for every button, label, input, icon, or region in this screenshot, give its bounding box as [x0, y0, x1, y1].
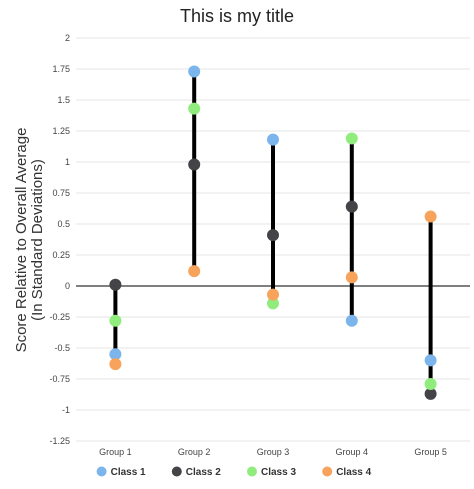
y-axis-label: Score Relative to Overall Average (In St…: [13, 128, 46, 353]
y-tick-label: 1.25: [52, 126, 70, 136]
x-tick-label: Group 5: [414, 447, 447, 457]
data-point: [424, 354, 437, 367]
data-point: [267, 229, 279, 242]
y-tick-label: 2: [65, 33, 70, 43]
y-tick-label: -0.5: [54, 343, 70, 353]
data-point: [188, 265, 201, 278]
y-tick-label: -1: [62, 405, 70, 415]
data-point: [424, 210, 437, 223]
y-tick-label: -0.25: [49, 312, 70, 322]
x-tick-label: Group 2: [178, 447, 211, 457]
data-point: [345, 271, 358, 284]
x-tick-label: Group 3: [257, 447, 290, 457]
data-point: [424, 377, 437, 390]
x-axis-ticks: Group 1 Group 2 Group 3 Group 4 Group 5: [99, 447, 447, 457]
legend-marker: [96, 466, 107, 477]
data-point: [267, 297, 279, 310]
y-tick-label: -1.25: [49, 436, 70, 446]
x-tick-label: Group 4: [336, 447, 369, 457]
data-point: [109, 278, 122, 291]
x-tick-label: Group 1: [99, 447, 132, 457]
legend-label: Class 1: [111, 467, 146, 478]
y-axis-ticks: 2 1.75 1.5 1.25 1 0.75 0.5 0.25 0 -0.25 -0.5 -0.75 -…: [49, 33, 70, 446]
y-tick-label: 0: [65, 281, 70, 291]
y-axis-label-line-2: (In Standard Deviations): [29, 159, 46, 321]
data-point: [345, 132, 358, 145]
data-point: [109, 348, 122, 361]
data-point: [424, 387, 437, 400]
data-points: [109, 65, 437, 400]
y-tick-label: 1.5: [57, 95, 70, 105]
legend-label: Class 3: [261, 467, 296, 478]
chart-title: This is my title: [180, 6, 294, 26]
data-point: [267, 288, 279, 301]
data-point: [188, 65, 201, 78]
y-axis-label-line-1: Score Relative to Overall Average: [13, 128, 30, 353]
data-point: [267, 133, 279, 146]
data-point: [109, 314, 122, 327]
y-tick-label: 0.5: [57, 219, 70, 229]
y-tick-label: -0.75: [49, 374, 70, 384]
y-tick-label: 0.75: [52, 188, 70, 198]
y-tick-label: 1.75: [52, 64, 70, 74]
data-point: [345, 200, 358, 213]
y-tick-label: 1: [65, 157, 70, 167]
legend: Class 1 Class 2 Class 3 Class 4: [96, 466, 372, 478]
data-point: [188, 158, 201, 171]
legend-marker: [322, 466, 333, 477]
legend-label: Class 4: [336, 467, 371, 478]
legend-marker: [171, 466, 182, 477]
data-point: [188, 102, 201, 115]
legend-label: Class 2: [186, 467, 221, 478]
y-tick-label: 0.25: [52, 250, 70, 260]
data-point: [345, 314, 358, 327]
data-point: [109, 358, 122, 371]
legend-marker: [247, 466, 257, 477]
